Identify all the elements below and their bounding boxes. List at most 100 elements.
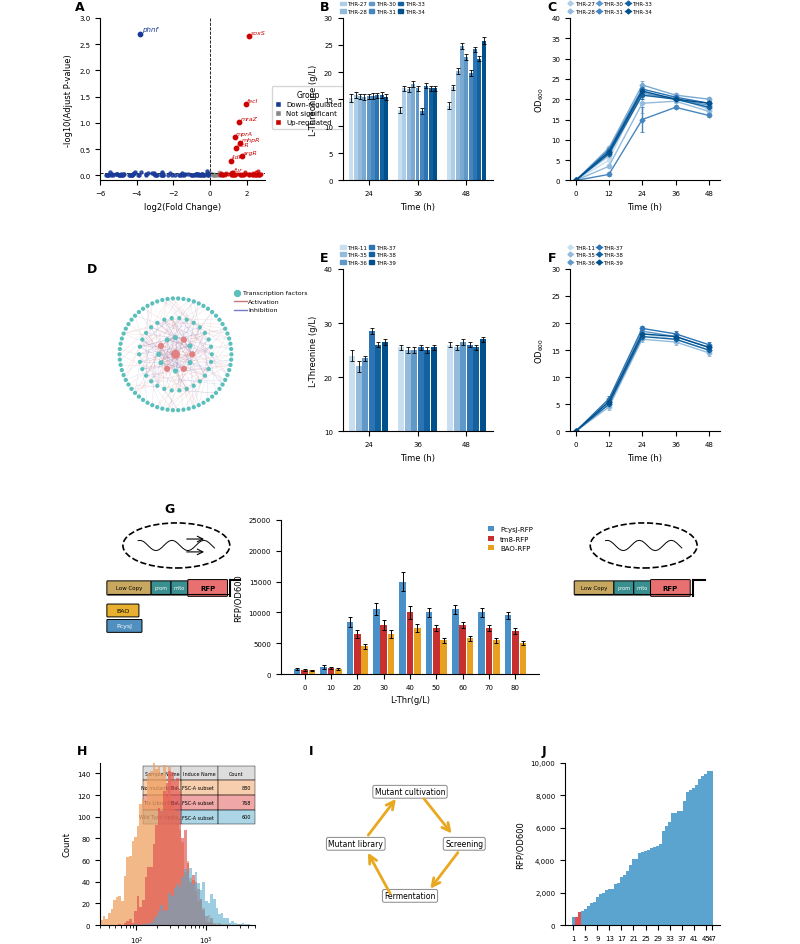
Bar: [710, 771, 713, 925]
Bar: [575, 918, 578, 925]
Point: [243, 29, 256, 44]
Circle shape: [223, 379, 227, 382]
Circle shape: [202, 401, 206, 405]
Point: [247, 167, 260, 182]
Bar: [190, 868, 192, 925]
Bar: [182, 878, 184, 925]
Bar: [424, 87, 428, 181]
Circle shape: [214, 392, 218, 396]
Bar: [221, 924, 223, 925]
Point: [106, 168, 119, 183]
Point: [148, 168, 161, 183]
Point: [156, 166, 169, 181]
Circle shape: [118, 358, 122, 362]
Bar: [668, 822, 671, 925]
Circle shape: [170, 409, 175, 413]
Circle shape: [160, 407, 165, 412]
Point: [228, 131, 241, 146]
Point: [220, 167, 233, 182]
Bar: [346, 622, 353, 674]
Circle shape: [181, 366, 187, 373]
Bar: [384, 98, 388, 181]
Circle shape: [177, 389, 182, 393]
Circle shape: [209, 361, 213, 364]
Circle shape: [187, 344, 193, 349]
Point: [238, 167, 250, 182]
Point: [184, 168, 197, 183]
Bar: [456, 72, 460, 181]
Bar: [369, 331, 375, 486]
Text: Activation: Activation: [248, 299, 280, 304]
Text: E: E: [320, 251, 329, 264]
Point: [228, 168, 241, 183]
Bar: [638, 853, 641, 925]
Bar: [659, 844, 662, 925]
Point: [234, 167, 247, 182]
Bar: [433, 628, 440, 674]
Point: [122, 168, 135, 183]
Bar: [186, 861, 190, 925]
X-axis label: L-Thr(g/L): L-Thr(g/L): [390, 696, 430, 705]
Bar: [121, 902, 124, 925]
Point: [126, 168, 138, 183]
Bar: [415, 90, 419, 181]
Point: [217, 168, 230, 183]
Point: [214, 166, 227, 181]
Bar: [642, 852, 644, 925]
Bar: [418, 348, 424, 486]
Point: [196, 168, 209, 183]
Text: iscR: iscR: [237, 143, 250, 147]
Point: [132, 168, 145, 183]
Bar: [358, 97, 362, 181]
Circle shape: [192, 406, 196, 410]
Circle shape: [221, 323, 225, 327]
Point: [225, 168, 238, 183]
Bar: [134, 924, 137, 925]
Bar: [106, 919, 108, 925]
Point: [240, 167, 253, 182]
Point: [250, 168, 263, 183]
Point: [194, 168, 207, 183]
Bar: [226, 924, 229, 925]
Point: [208, 168, 221, 183]
Point: [140, 168, 153, 183]
Point: [178, 167, 191, 182]
FancyBboxPatch shape: [107, 582, 151, 596]
Circle shape: [146, 304, 150, 309]
Point: [155, 168, 168, 183]
Bar: [184, 872, 186, 925]
Bar: [166, 796, 168, 925]
Point: [207, 168, 220, 183]
Circle shape: [206, 338, 211, 343]
Bar: [635, 859, 638, 925]
Text: Low Copy: Low Copy: [116, 586, 142, 591]
Point: [237, 168, 250, 183]
Point: [207, 168, 220, 183]
Bar: [388, 634, 394, 674]
Point: [251, 168, 264, 183]
Bar: [208, 916, 210, 925]
Point: [235, 149, 248, 164]
Bar: [572, 918, 574, 925]
Bar: [375, 346, 382, 486]
X-axis label: Time (h): Time (h): [400, 453, 435, 463]
Point: [246, 168, 258, 183]
Point: [228, 168, 241, 183]
Bar: [629, 865, 632, 925]
Bar: [229, 924, 231, 925]
Text: prom: prom: [154, 586, 167, 591]
Bar: [371, 97, 375, 181]
Point: [202, 166, 214, 181]
Text: Mutant library: Mutant library: [328, 839, 383, 849]
Bar: [411, 85, 415, 181]
Y-axis label: OD$_{600}$: OD$_{600}$: [534, 338, 546, 363]
Point: [242, 167, 255, 182]
Text: RFP: RFP: [662, 585, 678, 591]
Bar: [466, 346, 473, 486]
Bar: [147, 775, 150, 925]
Bar: [380, 625, 387, 674]
Bar: [464, 58, 468, 181]
FancyBboxPatch shape: [650, 580, 690, 597]
Bar: [411, 351, 418, 486]
Bar: [680, 811, 683, 925]
